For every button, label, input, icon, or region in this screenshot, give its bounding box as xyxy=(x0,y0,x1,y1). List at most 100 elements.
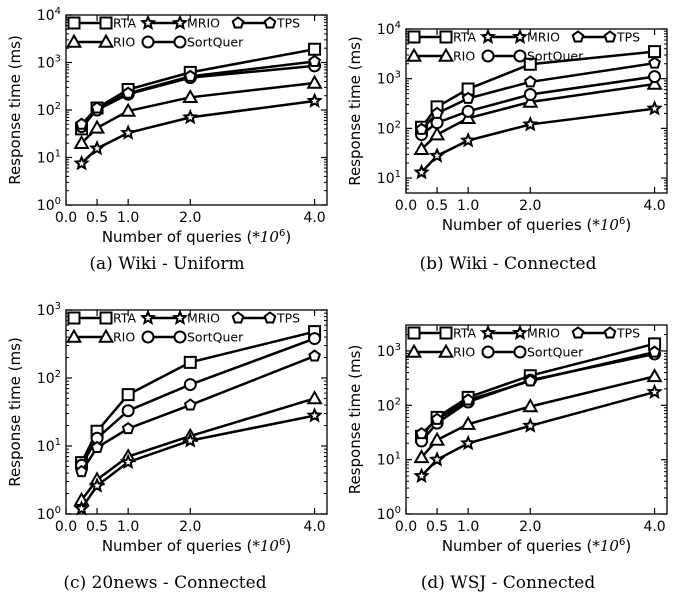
chart-panel-3: 100 101 102 103 0.0 0.5 1.0 2.0 4.0 RTA RIO MRIO Sor… xyxy=(6,301,328,593)
legend-label-rta: RTA xyxy=(453,30,476,45)
x-tick-label: 0.0 xyxy=(395,198,417,214)
panel-caption: (c) 20news - Connected xyxy=(63,573,266,593)
panel-caption: (b) Wiki - Connected xyxy=(420,254,597,274)
y-tick-label: 100 xyxy=(37,505,61,523)
x-tick-label: 4.0 xyxy=(303,519,325,535)
x-tick-label: 2.0 xyxy=(179,210,201,226)
y-tick-label: 104 xyxy=(37,6,61,24)
legend-label-rta: RTA xyxy=(113,311,136,326)
legend-marker-tps xyxy=(571,326,585,339)
legend-marker-rio xyxy=(405,343,423,358)
data-point-tps xyxy=(461,393,475,406)
data-point-rta xyxy=(121,388,135,402)
data-point-mrio xyxy=(182,108,199,125)
data-point-sortquer xyxy=(461,104,475,118)
data-point-mrio xyxy=(646,99,663,116)
y-tick-label: 102 xyxy=(37,369,61,387)
data-point-rta xyxy=(183,355,197,369)
data-point-rio xyxy=(306,74,323,89)
legend-marker-rio xyxy=(437,47,455,62)
x-tick-label: 2.0 xyxy=(179,519,201,535)
y-tick-label: 101 xyxy=(377,451,401,469)
data-point-rio xyxy=(460,415,477,430)
legend-marker-tps xyxy=(571,30,585,43)
x-tick-label: 4.0 xyxy=(643,519,665,535)
legend: RTA RIO MRIO SortQuer TPS xyxy=(405,28,640,64)
y-tick-label: 102 xyxy=(377,396,401,414)
data-point-rio xyxy=(120,102,137,117)
data-point-mrio xyxy=(88,139,106,156)
data-point-tps xyxy=(430,412,444,425)
data-point-rio xyxy=(429,431,446,446)
data-point-tps xyxy=(523,374,537,387)
series-tps xyxy=(415,345,661,440)
series-line-rio xyxy=(420,375,655,459)
legend-label-sortquer: SortQuer xyxy=(187,330,244,345)
y-tick-label: 100 xyxy=(37,196,61,214)
legend-label-sortquer: SortQuer xyxy=(527,345,584,360)
data-point-rio xyxy=(306,390,323,405)
series-line-sortquer xyxy=(420,352,655,442)
series-mrio xyxy=(73,92,323,171)
data-point-rio xyxy=(413,140,430,155)
y-axis-label: Response time (ms) xyxy=(6,35,24,185)
y-tick-label: 101 xyxy=(377,169,401,187)
legend-marker-sortquer xyxy=(141,330,155,344)
series-rta xyxy=(75,325,322,470)
series-rio xyxy=(413,368,663,464)
data-point-rio xyxy=(646,368,663,383)
data-point-tps xyxy=(308,54,321,67)
data-point-mrio xyxy=(182,432,199,448)
panel-caption: (a) Wiki - Uniform xyxy=(89,254,244,274)
x-tick-label: 0.5 xyxy=(86,210,108,226)
legend-marker-sortquer xyxy=(173,35,187,49)
data-point-mrio xyxy=(88,477,106,493)
legend-label-rio: RIO xyxy=(453,345,475,360)
legend-marker-tps xyxy=(263,16,277,29)
y-axis-label: Response time (ms) xyxy=(346,36,364,186)
plot-frame xyxy=(405,324,668,515)
series-rio xyxy=(413,75,663,155)
legend-marker-sortquer xyxy=(481,49,495,63)
x-tick-label: 0.5 xyxy=(426,519,448,535)
series-tps xyxy=(75,349,321,478)
data-point-tps xyxy=(430,106,444,119)
x-tick-label: 0.0 xyxy=(395,519,417,535)
legend-marker-sortquer xyxy=(141,35,155,49)
chart-panel-4: 100 101 102 103 0.0 0.5 1.0 2.0 4.0 RTA RIO MRIO Sor… xyxy=(346,324,668,593)
data-point-rio xyxy=(429,126,446,141)
legend-marker-mrio xyxy=(511,28,529,44)
legend-label-rio: RIO xyxy=(453,49,475,64)
data-point-tps xyxy=(648,56,661,69)
data-point-rio xyxy=(646,75,663,90)
data-point-mrio xyxy=(73,500,90,516)
legend-marker-sortquer xyxy=(481,345,495,359)
plot-frame xyxy=(405,28,668,194)
legend-marker-tps xyxy=(603,326,617,339)
legend-marker-tps xyxy=(231,16,245,29)
legend-marker-tps xyxy=(603,30,617,43)
y-tick-label: 101 xyxy=(37,149,61,167)
x-tick-label: 1.0 xyxy=(457,519,479,535)
data-point-rta xyxy=(648,337,662,351)
data-point-rio xyxy=(522,398,539,413)
data-point-mrio xyxy=(119,124,137,140)
data-point-mrio xyxy=(413,163,430,180)
y-tick-label: 103 xyxy=(377,342,401,360)
data-point-rio xyxy=(73,134,90,149)
legend-marker-tps xyxy=(231,311,245,324)
legend-label-rta: RTA xyxy=(113,16,136,31)
legend-label-mrio: MRIO xyxy=(187,16,220,31)
series-line-rio xyxy=(80,81,315,145)
legend-marker-rio xyxy=(65,33,83,48)
legend-marker-mrio xyxy=(479,28,497,44)
data-point-mrio xyxy=(306,406,323,423)
x-tick-label: 2.0 xyxy=(519,198,541,214)
chart-panel-1: 100 101 102 103 104 0.0 0.5 1.0 2.0 4.0 RTA RIO MRIO… xyxy=(6,6,328,274)
x-axis-label: Number of queries (*106) xyxy=(102,228,291,246)
legend-marker-rta xyxy=(67,16,81,30)
data-point-tps xyxy=(121,86,135,99)
series-mrio xyxy=(413,383,663,483)
data-point-tps xyxy=(415,426,428,440)
y-tick-label: 102 xyxy=(37,101,61,119)
